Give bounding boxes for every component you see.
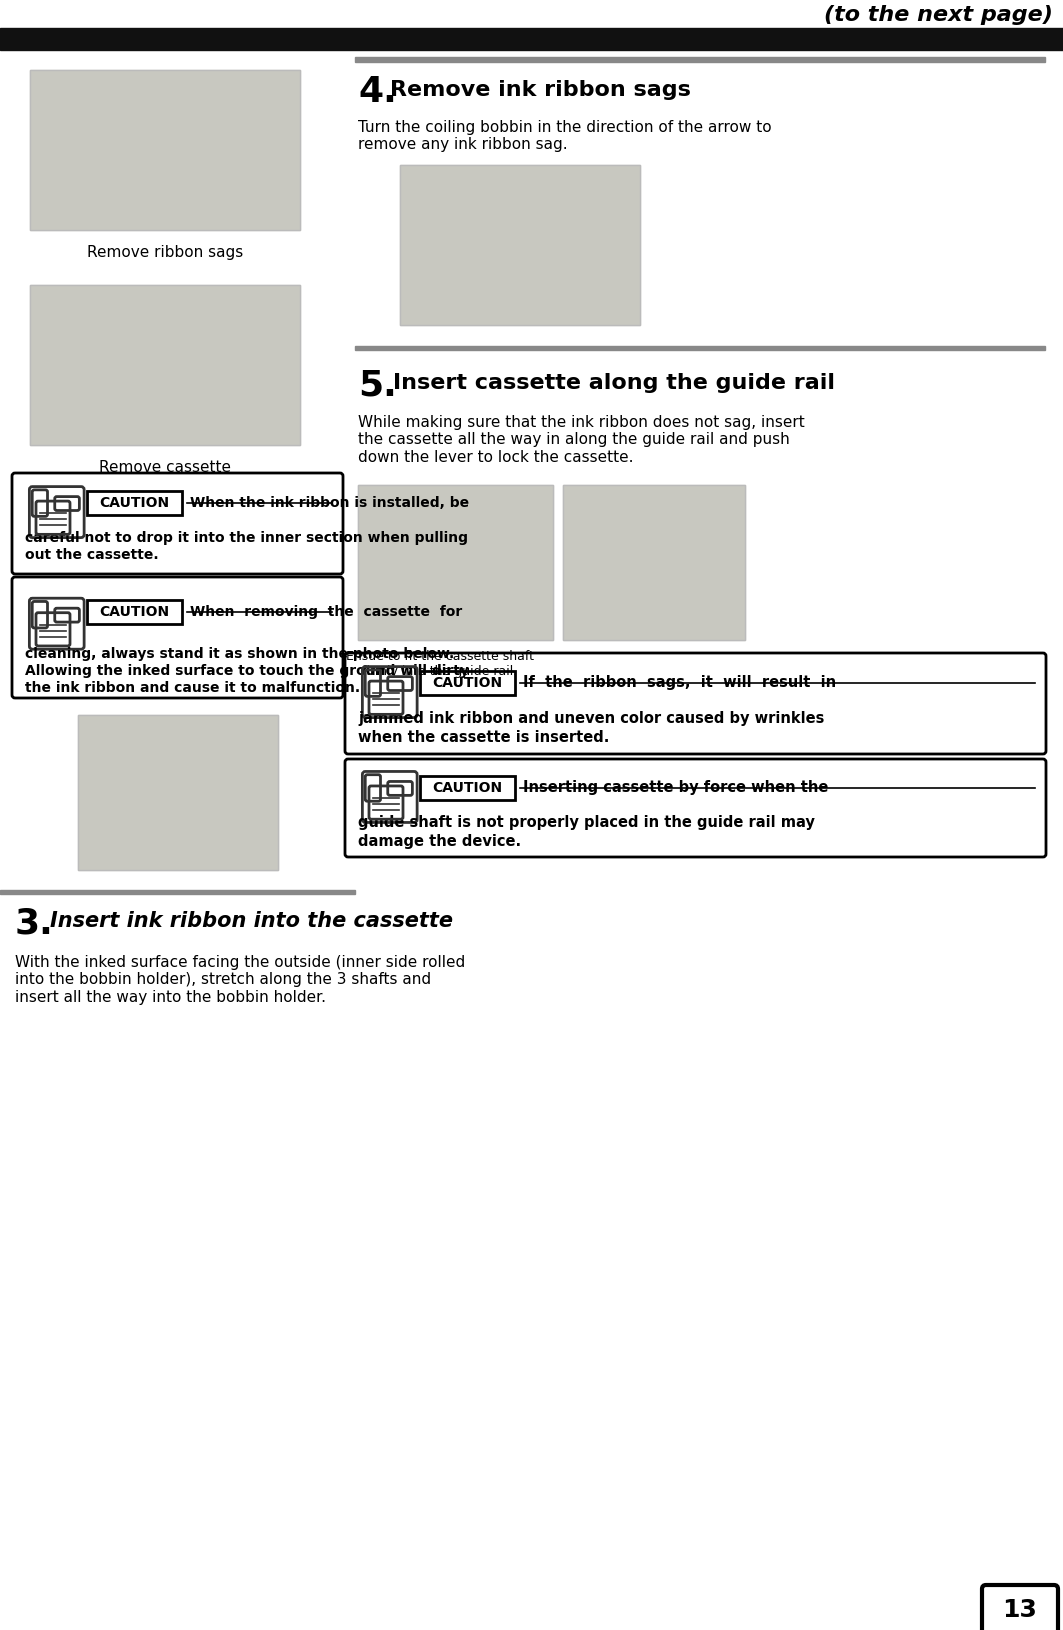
- Bar: [563, 486, 745, 641]
- Bar: [358, 486, 553, 641]
- Bar: [563, 486, 745, 641]
- Text: Turn the coiling bobbin in the direction of the arrow to
remove any ink ribbon s: Turn the coiling bobbin in the direction…: [358, 121, 772, 152]
- Text: When  removing  the  cassette  for: When removing the cassette for: [190, 605, 462, 619]
- Bar: [30, 70, 300, 230]
- Text: Remove ribbon sags: Remove ribbon sags: [87, 244, 243, 261]
- Bar: [30, 285, 300, 445]
- Text: CAUTION: CAUTION: [433, 675, 503, 689]
- Text: Remove ink ribbon sags: Remove ink ribbon sags: [390, 80, 691, 99]
- Bar: [400, 165, 640, 324]
- Bar: [78, 716, 279, 870]
- Text: CAUTION: CAUTION: [433, 781, 503, 795]
- Bar: [400, 165, 640, 324]
- Text: While making sure that the ink ribbon does not sag, insert
the cassette all the : While making sure that the ink ribbon do…: [358, 416, 805, 465]
- Text: Inserting cassette by force when the: Inserting cassette by force when the: [523, 781, 828, 795]
- Text: guide shaft is not properly placed in the guide rail may
damage the device.: guide shaft is not properly placed in th…: [358, 815, 815, 849]
- Bar: [0, 28, 1063, 51]
- Bar: [78, 716, 279, 870]
- Text: (to the next page): (to the next page): [824, 5, 1053, 24]
- Bar: [0, 890, 355, 893]
- Text: Remove cassette: Remove cassette: [99, 460, 231, 474]
- Bar: [30, 70, 300, 230]
- Bar: [355, 346, 1045, 350]
- Text: 3.: 3.: [15, 906, 54, 941]
- Text: Insert ink ribbon into the cassette: Insert ink ribbon into the cassette: [50, 911, 453, 931]
- Text: 5.: 5.: [358, 368, 396, 403]
- Text: CAUTION: CAUTION: [100, 496, 170, 510]
- Bar: [358, 486, 553, 641]
- Text: With the inked surface facing the outside (inner side rolled
into the bobbin hol: With the inked surface facing the outsid…: [15, 955, 466, 1004]
- Bar: [30, 285, 300, 445]
- FancyBboxPatch shape: [982, 1584, 1058, 1630]
- Text: CAUTION: CAUTION: [100, 605, 170, 619]
- Text: Insert cassette along the guide rail: Insert cassette along the guide rail: [393, 373, 836, 393]
- Text: careful not to drop it into the inner section when pulling
out the cassette.: careful not to drop it into the inner se…: [26, 531, 468, 562]
- Text: 4.: 4.: [358, 75, 396, 109]
- Text: When the ink ribbon is installed, be: When the ink ribbon is installed, be: [190, 496, 469, 510]
- Text: 13: 13: [1002, 1597, 1037, 1622]
- Text: cleaning, always stand it as shown in the photo below.
Allowing the inked surfac: cleaning, always stand it as shown in th…: [26, 647, 469, 696]
- Text: Ensue to fit the cassette shaft
firmly into the guide rail.: Ensue to fit the cassette shaft firmly i…: [345, 650, 534, 678]
- Text: If  the  ribbon  sags,  it  will  result  in: If the ribbon sags, it will result in: [523, 675, 837, 689]
- Bar: [355, 57, 1045, 62]
- Text: jammed ink ribbon and uneven color caused by wrinkles
when the cassette is inser: jammed ink ribbon and uneven color cause…: [358, 711, 825, 745]
